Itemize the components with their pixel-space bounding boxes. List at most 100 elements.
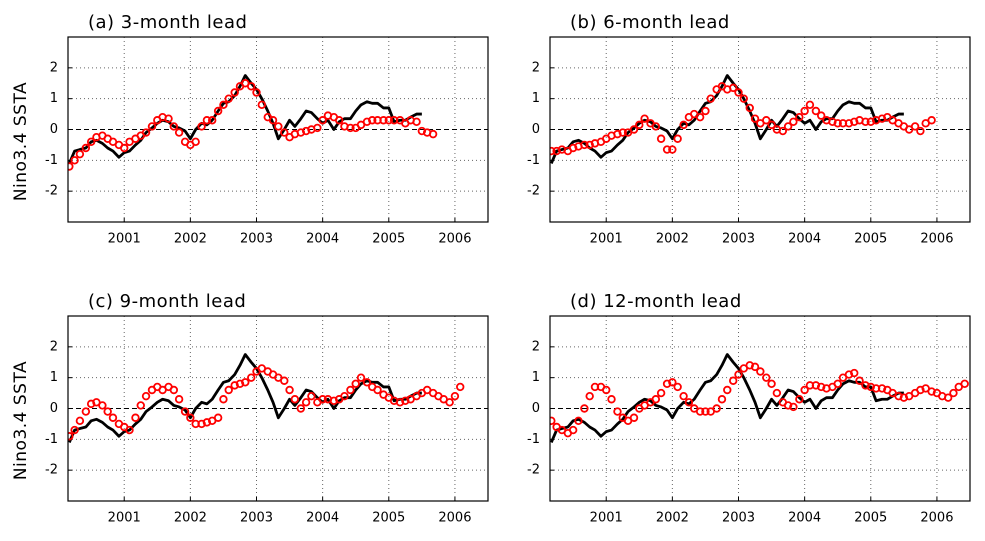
forecast-point	[147, 122, 157, 131]
forecast-point	[668, 378, 677, 387]
y-axis-label: Nino3.4 SSTA	[11, 82, 31, 201]
panel-title: (d) 12-month lead	[570, 291, 742, 312]
forecast-point	[574, 416, 583, 426]
forecast-point	[136, 401, 145, 410]
y-tick-label: -2	[45, 184, 58, 199]
forecast-point	[789, 117, 798, 126]
forecast-point	[174, 128, 184, 137]
forecast-point	[202, 116, 212, 125]
y-tick-label: 2	[532, 339, 540, 354]
forecast-point	[866, 117, 875, 126]
forecast-point	[602, 385, 611, 395]
forecast-point	[635, 120, 644, 130]
forecast-point	[141, 128, 151, 137]
x-tick-label: 2006	[438, 511, 471, 526]
forecast-point	[734, 88, 743, 97]
forecast-point	[202, 418, 212, 427]
forecast-point	[800, 106, 809, 116]
forecast-point	[68, 162, 74, 171]
axes-frame	[67, 36, 489, 223]
forecast-point	[373, 385, 382, 395]
y-tick-label: 0	[532, 122, 540, 137]
forecast-point	[75, 149, 85, 159]
axes-frame	[549, 315, 971, 502]
forecast-point	[346, 385, 355, 395]
data-layer	[68, 353, 465, 443]
forecast-point	[712, 404, 721, 413]
forecast-point	[70, 425, 79, 435]
forecast-point	[580, 140, 589, 150]
forecast-point	[301, 126, 311, 136]
forecast-point	[103, 407, 112, 416]
forecast-point	[850, 368, 859, 378]
y-tick-label: -2	[527, 463, 540, 478]
forecast-point	[230, 88, 239, 97]
forecast-point	[656, 388, 666, 398]
x-tick-label: 2005	[372, 232, 405, 247]
x-tick-label: 2002	[656, 232, 689, 247]
x-tick-label: 2001	[590, 232, 623, 247]
forecast-point	[224, 94, 233, 103]
axes-frame	[67, 315, 489, 502]
observed-line	[550, 353, 904, 443]
forecast-point	[169, 385, 179, 395]
panel-title: (c) 9-month lead	[88, 291, 246, 312]
forecast-point	[247, 82, 256, 91]
forecast-point	[169, 122, 179, 131]
forecast-point	[362, 378, 372, 387]
forecast-point	[550, 416, 556, 426]
x-tick-label: 2005	[854, 232, 887, 247]
forecast-point	[307, 391, 316, 401]
forecast-point	[445, 398, 454, 407]
forecast-point	[789, 402, 798, 412]
forecast-point	[207, 116, 217, 125]
forecast-point	[81, 143, 91, 153]
forecast-point	[910, 122, 920, 131]
panel: 2001 2002 2003 2004 2005 2006 -2 -1 0 1 2 (a) 3-mon…	[11, 12, 489, 247]
forecast-point	[301, 398, 311, 407]
forecast-point	[164, 114, 173, 123]
y-tick-label: 1	[50, 370, 58, 385]
forecast-point	[717, 395, 727, 404]
forecast-point	[417, 126, 427, 136]
y-tick-label: 1	[532, 91, 540, 106]
forecast-point	[811, 106, 821, 116]
forecast-point	[368, 116, 377, 125]
x-tick-label: 2004	[788, 232, 821, 247]
forecast-point	[816, 382, 826, 392]
forecast-point	[662, 379, 672, 389]
forecast-point	[811, 381, 821, 390]
forecast-point	[805, 100, 815, 110]
forecast-point	[695, 407, 705, 416]
forecast-point	[257, 100, 266, 110]
forecast-point	[191, 137, 200, 147]
forecast-point	[585, 391, 594, 401]
x-tick-label: 2004	[788, 511, 821, 526]
forecast-point	[729, 83, 738, 93]
forecast-point	[241, 378, 250, 387]
forecast-point	[800, 385, 809, 395]
x-tick-label: 2004	[306, 232, 339, 247]
forecast-point	[844, 370, 854, 379]
forecast-point	[174, 395, 184, 404]
forecast-point	[745, 103, 754, 113]
data-layer	[68, 74, 438, 171]
forecast-point	[318, 395, 327, 404]
forecast-point	[795, 112, 804, 122]
x-tick-label: 2002	[656, 511, 689, 526]
panel: 2001 2002 2003 2004 2005 2006 -2 -1 0 1 2 (b) 6-mon…	[527, 12, 971, 247]
panel: 2001 2002 2003 2004 2005 2006 -2 -1 0 1 2 (c) 9-mon…	[11, 291, 489, 526]
forecast-point	[877, 114, 887, 123]
forecast-point	[706, 94, 715, 103]
forecast-point	[668, 145, 677, 154]
forecast-point	[629, 125, 639, 134]
forecast-point	[662, 145, 672, 154]
forecast-point	[296, 128, 306, 137]
forecast-point	[274, 122, 283, 131]
forecast-point	[855, 376, 864, 385]
panel-title: (a) 3-month lead	[88, 12, 247, 33]
forecast-point	[861, 117, 870, 126]
forecast-point	[833, 379, 842, 389]
